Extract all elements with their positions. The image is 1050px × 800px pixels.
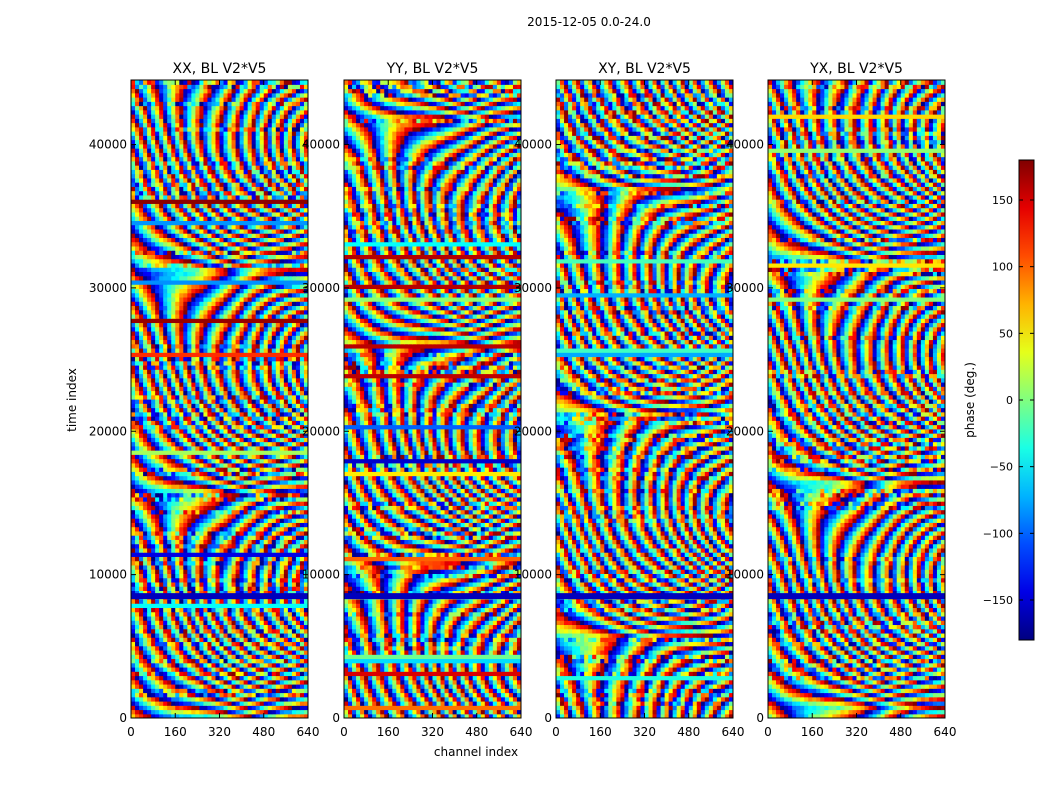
y-tick-label: 20000 [726,424,764,438]
y-tick-label: 40000 [302,138,340,152]
x-tick-label: 320 [208,725,231,739]
colorbar-gradient [1019,160,1034,640]
heatmap-image [344,80,521,718]
y-tick-label: 40000 [514,138,552,152]
colorbar-tick-label: 100 [992,261,1013,274]
y-tick-label: 30000 [514,281,552,295]
colorbar-tick-label: 50 [999,327,1013,340]
x-tick-label: 0 [340,725,348,739]
x-tick-label: 160 [589,725,612,739]
y-tick-label: 10000 [726,568,764,582]
panel-title: YX, BL V2*V5 [809,61,903,77]
colorbar-label: phase (deg.) [963,362,977,438]
heatmap-panel: YX, BL V2*V5 0 160 320 480 640 0 10000 20000 3000… [726,61,957,739]
x-tick-label: 480 [889,725,912,739]
x-tick-label: 480 [677,725,700,739]
y-tick-label: 30000 [726,281,764,295]
panel-title: XX, BL V2*V5 [173,61,267,77]
x-tick-label: 0 [764,725,772,739]
heatmap-panel: XY, BL V2*V5 0 160 320 480 640 0 10000 20000 3000… [514,61,745,739]
x-tick-label: 640 [934,725,957,739]
x-tick-label: 320 [421,725,444,739]
x-tick-label: 480 [252,725,275,739]
y-tick-label: 40000 [89,138,127,152]
x-tick-label: 640 [510,725,533,739]
heatmap-panel: XX, BL V2*V5 0 160 320 480 640 0 10000 20000 3000… [89,61,320,739]
colorbar-tick-label: −150 [983,594,1013,607]
heatmap-image [131,80,308,718]
x-tick-label: 640 [722,725,745,739]
x-tick-label: 320 [845,725,868,739]
y-axis-label: time index [65,368,79,432]
colorbar-tick-label: −50 [990,461,1013,474]
heatmap-panels: XX, BL V2*V5 0 160 320 480 640 0 10000 20000 3000… [89,61,957,739]
y-tick-label: 10000 [89,568,127,582]
y-tick-label: 10000 [514,568,552,582]
panel-title: XY, BL V2*V5 [598,61,691,77]
x-tick-label: 640 [297,725,320,739]
y-tick-label: 40000 [726,138,764,152]
x-axis-label: channel index [434,745,518,759]
colorbar-tick-label: 0 [1006,394,1013,407]
colorbar-tick-label: 150 [992,194,1013,207]
y-tick-label: 30000 [89,281,127,295]
x-tick-label: 160 [377,725,400,739]
y-tick-label: 0 [544,711,552,725]
panel-title: YY, BL V2*V5 [386,61,479,77]
heatmap-image [556,80,733,718]
colorbar: −150 −100 −50 0 50 100 150 phase (deg.) [963,159,1035,641]
x-tick-label: 160 [164,725,187,739]
y-tick-label: 20000 [514,424,552,438]
x-tick-label: 0 [127,725,135,739]
y-tick-label: 20000 [302,424,340,438]
y-tick-label: 20000 [89,424,127,438]
colorbar-tick-label: −100 [983,527,1013,540]
x-tick-label: 320 [633,725,656,739]
y-tick-label: 30000 [302,281,340,295]
y-tick-label: 0 [756,711,764,725]
heatmap-panel: YY, BL V2*V5 0 160 320 480 640 0 10000 20000 3000… [302,61,533,739]
x-tick-label: 480 [465,725,488,739]
heatmap-image [768,80,945,718]
y-tick-label: 10000 [302,568,340,582]
x-tick-label: 0 [552,725,560,739]
figure-suptitle: 2015-12-05 0.0-24.0 [527,15,651,29]
y-tick-label: 0 [332,711,340,725]
x-tick-label: 160 [801,725,824,739]
y-tick-label: 0 [119,711,127,725]
